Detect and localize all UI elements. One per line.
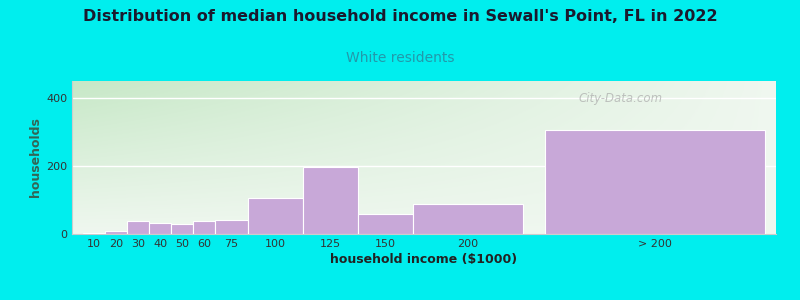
Y-axis label: households: households bbox=[29, 118, 42, 197]
Bar bbox=[413, 204, 523, 234]
Bar bbox=[171, 224, 193, 234]
Bar bbox=[105, 231, 127, 234]
Bar bbox=[127, 221, 149, 234]
Bar bbox=[215, 220, 248, 234]
Text: White residents: White residents bbox=[346, 51, 454, 65]
Bar bbox=[303, 167, 358, 234]
Bar bbox=[248, 198, 303, 234]
Bar bbox=[545, 130, 765, 234]
Bar bbox=[193, 221, 215, 234]
Bar bbox=[83, 233, 105, 234]
X-axis label: household income ($1000): household income ($1000) bbox=[330, 253, 518, 266]
Bar bbox=[358, 214, 413, 234]
Text: Distribution of median household income in Sewall's Point, FL in 2022: Distribution of median household income … bbox=[82, 9, 718, 24]
Text: City-Data.com: City-Data.com bbox=[579, 92, 663, 105]
Bar bbox=[149, 223, 171, 234]
